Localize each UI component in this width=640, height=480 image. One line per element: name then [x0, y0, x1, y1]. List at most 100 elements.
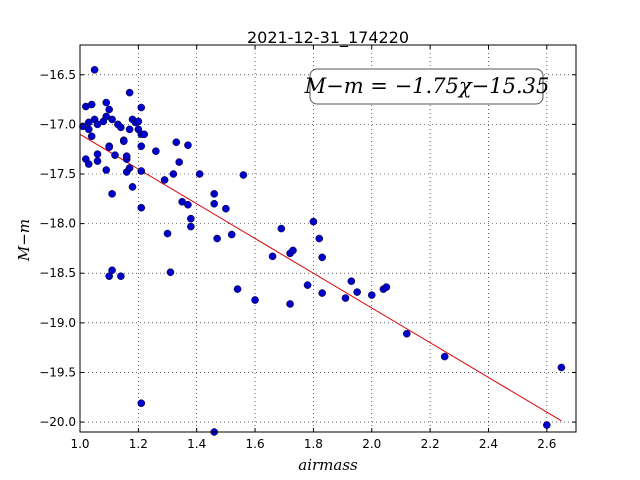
x-tick-label: 1.8	[304, 437, 323, 451]
data-point	[84, 160, 93, 168]
data-point	[184, 200, 192, 209]
data-point	[166, 268, 175, 277]
annotation-box	[309, 68, 544, 105]
data-point	[353, 288, 361, 296]
x-tick-label: 1.4	[187, 437, 206, 451]
data-point	[222, 204, 230, 213]
plot-area-frame	[79, 44, 577, 433]
data-point	[233, 285, 242, 293]
data-point	[210, 190, 219, 198]
data-point	[251, 296, 259, 304]
data-point	[213, 234, 221, 243]
data-point	[87, 132, 96, 141]
chart-title: 2021-12-31_174220	[247, 28, 409, 48]
x-tick-label: 1.2	[129, 437, 148, 451]
y-tick-label: −19.0	[39, 316, 76, 330]
data-point	[210, 199, 219, 208]
data-point	[111, 151, 119, 159]
data-point	[268, 252, 277, 261]
data-point	[119, 137, 128, 146]
data-point	[557, 363, 566, 372]
data-point	[137, 399, 146, 408]
y-tick-label: −18.5	[39, 266, 76, 280]
data-point	[367, 291, 376, 299]
x-axis-label: airmass	[298, 456, 358, 474]
data-point	[187, 222, 195, 231]
data-point	[169, 170, 178, 178]
data-point	[137, 167, 146, 175]
data-point	[122, 152, 131, 160]
data-point	[187, 214, 195, 223]
data-point	[105, 105, 113, 114]
data-point	[140, 130, 148, 139]
y-axis-label: M−m	[15, 219, 33, 262]
data-point	[137, 142, 146, 151]
ticks-layer	[79, 45, 576, 432]
x-tick-label: 2.0	[362, 437, 381, 451]
y-tick-label: −16.5	[39, 68, 76, 82]
data-point	[303, 281, 312, 289]
data-point	[102, 98, 111, 107]
fit-line-layer	[79, 133, 562, 422]
y-tick-label: −17.5	[39, 167, 76, 181]
data-point	[105, 143, 113, 152]
data-point	[87, 100, 96, 109]
data-point	[172, 138, 181, 147]
data-point	[163, 229, 172, 238]
y-tick-label: −18.0	[39, 217, 76, 231]
data-point	[102, 166, 111, 174]
data-point	[315, 234, 324, 243]
data-point	[108, 115, 116, 124]
points-layer	[79, 66, 566, 436]
data-point	[108, 190, 116, 198]
equation-annotation: M−m = −1.75χ−15.35	[304, 68, 550, 105]
data-point	[93, 157, 102, 165]
y-tick-label: −17.0	[39, 117, 76, 131]
y-tick-label: −19.5	[39, 365, 76, 379]
data-point	[117, 272, 125, 281]
data-point	[160, 176, 169, 184]
annotation-text: M−m = −1.75χ−15.35	[304, 74, 550, 98]
data-point	[117, 123, 125, 132]
data-point	[108, 266, 116, 275]
grid	[80, 45, 576, 432]
y-tick-label: −20.0	[39, 415, 76, 429]
data-point	[125, 125, 134, 134]
data-point	[318, 253, 326, 262]
data-point	[440, 352, 449, 361]
data-point	[128, 183, 137, 191]
data-point	[125, 164, 134, 172]
data-point	[341, 294, 350, 302]
data-point	[93, 150, 102, 158]
x-tick-labels: 1.0 1.2 1.4 1.6 1.8 2.0 2.2 2.4 2.6	[70, 437, 556, 451]
data-point	[239, 171, 248, 179]
data-point	[137, 203, 146, 212]
data-point	[402, 329, 411, 338]
data-point	[134, 117, 143, 126]
x-tick-label: 1.6	[246, 437, 265, 451]
data-point	[137, 103, 146, 112]
data-point	[184, 141, 192, 150]
data-point	[543, 421, 551, 429]
x-tick-label: 2.2	[421, 437, 440, 451]
data-point	[277, 224, 286, 233]
data-point	[347, 277, 356, 285]
x-tick-label: 2.4	[479, 437, 498, 451]
data-point	[309, 217, 318, 226]
data-point	[152, 147, 160, 155]
data-point	[382, 283, 391, 291]
data-point	[318, 289, 326, 297]
data-point	[84, 125, 93, 134]
data-point	[286, 300, 294, 308]
data-point	[125, 88, 134, 97]
data-point	[90, 66, 99, 74]
data-point	[175, 158, 183, 166]
x-tick-label: 1.0	[70, 437, 89, 451]
y-tick-labels: −16.5 −17.0 −17.5 −18.0 −18.5 −19.0 −19.5 −20.0	[39, 68, 76, 429]
data-point	[195, 170, 204, 178]
x-tick-label: 2.6	[537, 437, 556, 451]
data-point	[289, 246, 297, 255]
fit-line	[79, 133, 562, 422]
data-point	[227, 230, 236, 239]
